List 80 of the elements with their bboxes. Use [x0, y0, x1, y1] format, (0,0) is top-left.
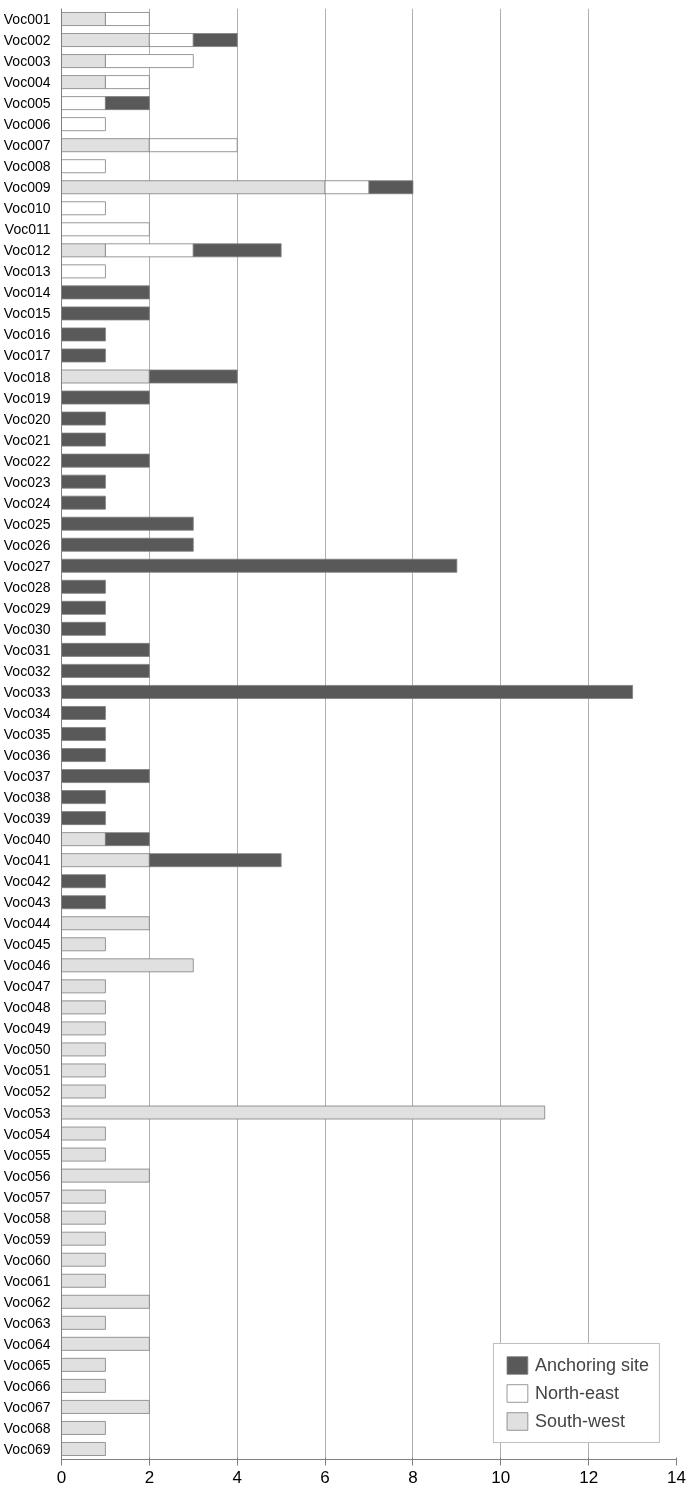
legend-label: South-west: [534, 1410, 625, 1432]
y-tick-label: Voc038: [3, 789, 51, 806]
y-tick-label: Voc036: [3, 747, 51, 764]
y-tick-label: Voc019: [3, 389, 51, 406]
y-tick-label: Voc066: [3, 1377, 51, 1394]
x-tick-label: 4: [232, 1467, 242, 1485]
y-tick-label: Voc027: [3, 557, 51, 574]
y-tick-label: Voc001: [3, 11, 51, 28]
y-tick-label: Voc025: [3, 515, 51, 532]
y-tick-label: Voc011: [4, 221, 51, 238]
y-tick-label: Voc054: [3, 1125, 51, 1142]
x-tick-label: 12: [579, 1467, 599, 1485]
y-tick-label: Voc033: [3, 683, 51, 700]
y-tick-label: Voc050: [3, 1041, 51, 1058]
x-tick-label: 6: [320, 1467, 330, 1485]
x-tick-label: 0: [56, 1467, 67, 1485]
y-tick-label: Voc026: [3, 536, 51, 553]
y-tick-label: Voc005: [3, 95, 51, 112]
legend-label: Anchoring site: [534, 1354, 649, 1376]
y-tick-label: Voc034: [3, 704, 51, 721]
y-tick-label: Voc045: [3, 936, 51, 953]
y-tick-label: Voc015: [3, 305, 51, 322]
y-tick-label: Voc029: [3, 599, 51, 616]
y-tick-label: Voc069: [3, 1440, 51, 1457]
y-tick-label: Voc008: [3, 158, 51, 175]
y-tick-label: Voc024: [3, 494, 51, 511]
x-tick-label: 14: [667, 1467, 686, 1485]
y-tick-label: Voc010: [3, 200, 51, 217]
y-tick-label: Voc060: [3, 1251, 51, 1268]
y-tick-label: Voc007: [3, 137, 51, 154]
y-tick-label: Voc003: [3, 53, 51, 70]
x-tick-label: 8: [408, 1467, 418, 1485]
y-tick-label: Voc037: [3, 768, 51, 785]
y-tick-label: Voc062: [3, 1293, 51, 1310]
y-tick-label: Voc032: [3, 662, 51, 679]
y-tick-label: Voc052: [3, 1083, 51, 1100]
y-tick-label: Voc058: [3, 1209, 51, 1226]
y-tick-label: Voc048: [3, 999, 51, 1016]
y-tick-label: Voc042: [3, 873, 51, 890]
y-tick-label: Voc002: [3, 32, 51, 49]
y-tick-label: Voc065: [3, 1356, 51, 1373]
y-tick-label: Voc067: [3, 1398, 51, 1415]
y-tick-label: Voc061: [3, 1272, 51, 1289]
y-tick-label: Voc046: [3, 957, 51, 974]
y-tick-label: Voc028: [3, 578, 51, 595]
y-tick-label: Voc047: [3, 978, 51, 995]
y-tick-label: Voc020: [3, 410, 51, 427]
x-tick-label: 10: [491, 1467, 511, 1485]
y-tick-label: Voc068: [3, 1419, 51, 1436]
y-tick-label: Voc013: [3, 263, 51, 280]
y-tick-label: Voc063: [3, 1314, 51, 1331]
y-tick-label: Voc056: [3, 1167, 51, 1184]
y-tick-label: Voc030: [3, 620, 51, 637]
y-tick-label: Voc039: [3, 810, 51, 827]
y-tick-label: Voc040: [3, 831, 51, 848]
legend-label: North-east: [534, 1382, 619, 1404]
y-tick-label: Voc041: [3, 852, 51, 869]
y-tick-label: Voc031: [3, 641, 51, 658]
y-tick-label: Voc012: [3, 242, 51, 259]
y-tick-label: Voc043: [3, 894, 51, 911]
y-tick-label: Voc035: [3, 726, 51, 742]
y-tick-label: Voc004: [3, 74, 51, 91]
y-tick-label: Voc023: [3, 473, 51, 490]
y-tick-label: Voc022: [3, 452, 51, 469]
y-tick-label: Voc053: [3, 1104, 51, 1121]
y-tick-label: Voc049: [3, 1020, 51, 1037]
x-tick-label: 2: [144, 1467, 155, 1485]
y-tick-label: Voc017: [3, 347, 51, 364]
y-tick-label: Voc057: [3, 1188, 51, 1205]
y-tick-label: Voc018: [3, 368, 51, 385]
y-tick-label: Voc059: [3, 1230, 51, 1247]
y-tick-label: Voc021: [3, 431, 51, 448]
y-tick-label: Voc016: [3, 326, 51, 343]
y-tick-label: Voc055: [3, 1146, 51, 1163]
y-tick-label: Voc009: [3, 179, 51, 196]
y-tick-label: Voc051: [3, 1062, 51, 1079]
y-tick-label: Voc006: [3, 116, 51, 133]
y-tick-label: Voc014: [3, 284, 51, 301]
y-tick-label: Voc064: [3, 1335, 51, 1352]
y-tick-label: Voc044: [3, 915, 51, 932]
